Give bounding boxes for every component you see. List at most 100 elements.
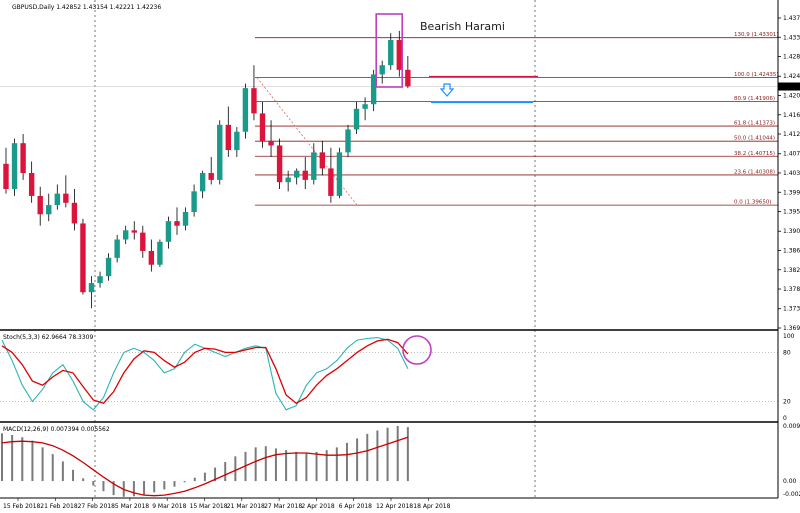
price-axis-label: 1.40770 xyxy=(783,151,800,158)
bear-candle xyxy=(37,195,43,215)
time-axis-label: 2 Apr 2018 xyxy=(301,503,334,510)
bull-candle xyxy=(217,124,223,180)
stoch-axis-label: 0 xyxy=(783,415,787,422)
price-axis-label: 1.37820 xyxy=(783,286,800,293)
bull-candle xyxy=(165,221,172,242)
bull-candle xyxy=(388,40,394,66)
price-axis-label: 1.41620 xyxy=(783,112,800,119)
bull-candle xyxy=(285,177,291,183)
bull-candle xyxy=(97,276,103,284)
bear-candle xyxy=(208,173,214,180)
fib-anchor-line xyxy=(256,77,358,206)
bull-candle xyxy=(199,173,206,192)
bull-candle xyxy=(11,143,18,190)
macd-axis-label: 0.00 xyxy=(783,478,797,485)
stoch-signal-line xyxy=(1,338,409,404)
bear-candle xyxy=(302,170,308,180)
bear-candle xyxy=(20,143,26,173)
fib-level-label: 38.2 (1.40715) xyxy=(734,151,775,157)
price-axis-label: 1.43730 xyxy=(783,15,800,22)
fib-level-label: 50.0 (1.41044) xyxy=(734,136,775,142)
symbol-info-label: GBPUSD,Daily 1.42852 1.43154 1.42221 1.4… xyxy=(12,4,161,11)
bear-candle xyxy=(396,40,402,70)
bear-candle xyxy=(80,223,86,293)
price-axis-label: 1.39930 xyxy=(783,189,800,196)
time-axis-label: 27 Mar 2018 xyxy=(264,503,302,510)
bull-candle xyxy=(336,152,343,196)
bear-candle xyxy=(268,140,274,146)
bear-candle xyxy=(131,230,137,233)
time-axis-label: 21 Feb 2018 xyxy=(40,503,78,510)
current-price-label: 1.42236 xyxy=(780,84,800,91)
fib-level-label: 100.0 (1.42435) xyxy=(734,72,779,78)
bear-candle xyxy=(3,163,9,190)
price-axis-label: 1.39080 xyxy=(783,228,800,235)
bull-candle xyxy=(242,88,249,132)
bull-candle xyxy=(123,230,129,240)
bull-candle xyxy=(54,193,60,206)
price-axis-label: 1.37390 xyxy=(783,306,800,313)
time-axis-label: 15 Feb 2018 xyxy=(3,503,41,510)
time-axis-label: 27 Feb 2018 xyxy=(78,503,116,510)
price-axis-label: 1.42040 xyxy=(783,93,800,100)
bull-candle xyxy=(105,257,112,277)
price-axis-label: 1.38240 xyxy=(783,267,800,274)
bear-candle xyxy=(28,173,35,196)
time-axis-label: 18 Apr 2018 xyxy=(413,503,450,510)
time-axis-label: 15 Mar 2018 xyxy=(190,503,228,510)
down-arrow-icon xyxy=(439,83,455,97)
price-axis-label: 1.40350 xyxy=(783,170,800,177)
bull-candle xyxy=(294,170,300,178)
time-axis-label: 6 Apr 2018 xyxy=(339,503,372,510)
bear-candle xyxy=(276,145,283,183)
bearish-harami-annotation: Bearish Harami xyxy=(420,20,505,33)
bull-candle xyxy=(353,108,360,130)
price-axis-label: 1.42890 xyxy=(783,54,800,61)
stoch-axis-label: 100 xyxy=(783,333,795,340)
time-axis-label: 9 Mar 2018 xyxy=(152,503,186,510)
stoch-highlight-circle xyxy=(402,335,432,365)
bear-candle xyxy=(63,193,69,203)
bear-candle xyxy=(259,113,266,141)
macd-axis-label: -0.002282 xyxy=(783,491,800,498)
current-price-badge xyxy=(778,82,800,91)
price-axis-label: 1.42460 xyxy=(783,73,800,80)
bear-candle xyxy=(405,69,411,87)
bull-candle xyxy=(234,131,240,151)
fib-level-label: 80.9 (1.41906) xyxy=(734,96,775,102)
bear-candle xyxy=(148,250,155,265)
stoch-axis-label: 80 xyxy=(783,349,791,356)
bull-candle xyxy=(311,152,317,180)
bull-candle xyxy=(46,205,52,215)
price-axis-label: 1.41200 xyxy=(783,131,800,138)
bull-candle xyxy=(345,129,351,153)
fib-level-label: 23.6 (1.40308) xyxy=(734,169,775,175)
harami-highlight-box xyxy=(375,13,404,88)
bear-candle xyxy=(174,221,180,226)
fib-level-label: 0.0 (1.39650) xyxy=(734,200,772,206)
price-axis-label: 1.38660 xyxy=(783,248,800,255)
bull-candle xyxy=(191,191,197,212)
bull-candle xyxy=(362,104,368,109)
price-axis-label: 1.36970 xyxy=(783,325,800,332)
bull-candle xyxy=(114,239,120,258)
fib-level-label: 130.9 (1.43301) xyxy=(734,32,779,38)
bear-candle xyxy=(328,168,334,196)
bull-candle xyxy=(88,283,95,293)
bear-candle xyxy=(71,202,78,224)
bull-candle xyxy=(157,241,163,265)
price-axis-label: 1.39510 xyxy=(783,209,800,216)
bull-candle xyxy=(182,211,189,226)
bear-candle xyxy=(225,124,231,151)
bull-candle xyxy=(370,74,377,105)
bear-candle xyxy=(140,232,146,251)
macd-axis-label: 0.009789 xyxy=(783,423,800,430)
macd-info-label: MACD(12,26,9) 0.007394 0.005562 xyxy=(3,426,110,433)
macd-signal-line xyxy=(1,436,409,497)
price-axis-label: 1.43310 xyxy=(783,34,800,41)
time-axis-label: 12 Apr 2018 xyxy=(376,503,413,510)
bear-candle xyxy=(251,88,257,114)
